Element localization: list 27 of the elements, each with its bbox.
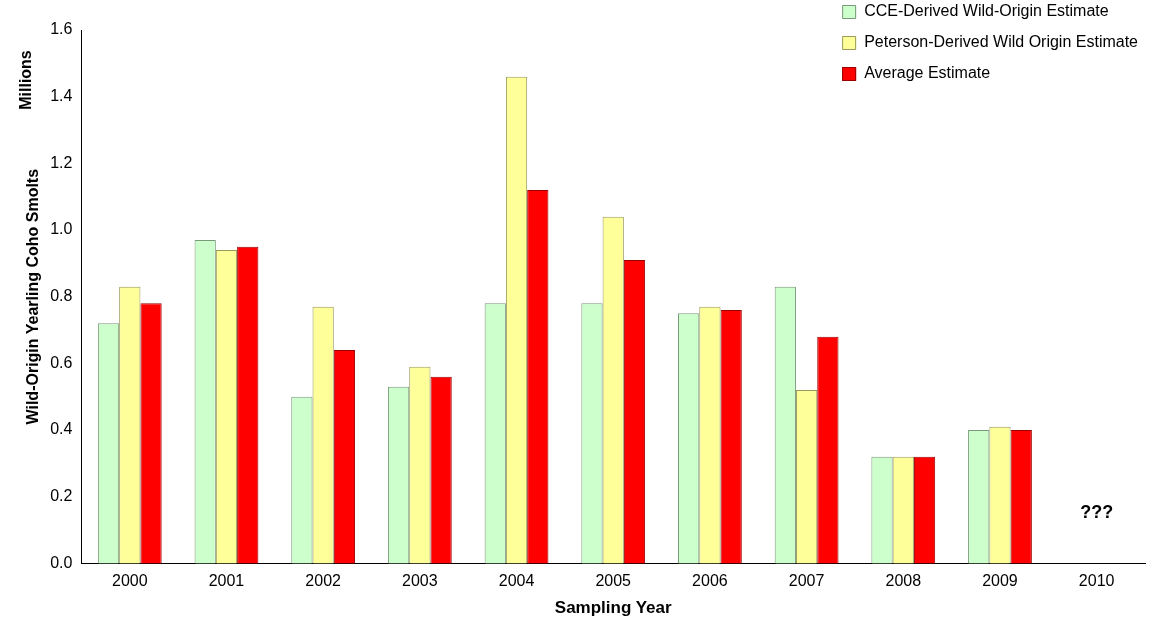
annotation: ???	[1080, 502, 1114, 523]
text: Millions	[16, 50, 34, 110]
x-tick-label: 2000	[111, 572, 148, 590]
y-tick-label: 0.0	[50, 553, 73, 571]
legend-label: Average Estimate	[864, 64, 991, 82]
x-tick-label: 2009	[982, 572, 1018, 590]
x-tick-label: 2008	[885, 572, 922, 590]
legend-label: Peterson-Derived Wild Origin Estimate	[864, 33, 1139, 51]
x-tick-label: 2005	[595, 572, 632, 590]
x-tick-label: 2007	[788, 572, 825, 590]
x-axis-title: Sampling Year	[554, 598, 673, 618]
y-tick-label: 1.6	[50, 20, 73, 38]
y-tick-label: 1.2	[50, 153, 73, 171]
x-tick-label: 2006	[692, 572, 728, 590]
y-tick-label: 1.4	[50, 87, 73, 105]
x-tick-label: 2010	[1078, 572, 1115, 590]
x-tick-label: 2003	[402, 572, 438, 590]
x-tick-label: 2002	[305, 572, 342, 590]
y-tick-label: 0.6	[50, 353, 73, 371]
y-tick-label: 0.8	[50, 287, 73, 305]
y-tick-label: 0.2	[50, 487, 73, 505]
y-axis-title: Wild-Origin Yearling Coho Smolts	[24, 168, 42, 425]
y-tick-label: 0.4	[50, 420, 73, 438]
legend-label: CCE-Derived Wild-Origin Estimate	[864, 2, 1109, 20]
y-tick-label: 1.0	[50, 220, 73, 238]
x-tick-label: 2001	[208, 572, 245, 590]
x-tick-label: 2004	[498, 572, 535, 590]
